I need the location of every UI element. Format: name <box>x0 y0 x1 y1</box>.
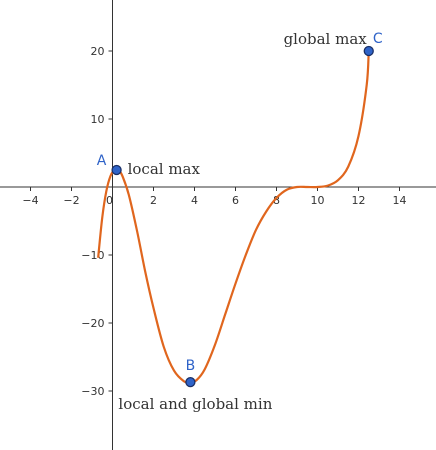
y-tick-label: 20 <box>91 45 105 58</box>
point-marker <box>185 377 196 388</box>
x-tick-label: 4 <box>191 194 198 207</box>
series <box>97 50 370 384</box>
point-marker <box>111 164 122 176</box>
x-tick-label: 0 <box>106 194 113 207</box>
point-marker <box>363 45 374 57</box>
y-tick-label: −20 <box>81 317 104 330</box>
point-label: A <box>97 153 107 169</box>
point-label: B <box>186 358 196 374</box>
x-tick-label: 12 <box>352 194 366 207</box>
x-tick-label: 6 <box>232 194 239 207</box>
point-annotation: global max <box>284 30 368 48</box>
x-tick-label: 2 <box>150 194 157 207</box>
x-tick-label: −2 <box>63 194 79 207</box>
x-tick-label: 14 <box>393 194 407 207</box>
point-label: C <box>373 31 383 47</box>
x-tick-label: −4 <box>22 194 38 207</box>
function-curve <box>97 50 370 384</box>
point-annotation: local and global min <box>118 395 272 413</box>
y-tick-label: −30 <box>81 385 104 398</box>
y-tick-label: 10 <box>91 113 105 126</box>
x-tick-label: 10 <box>311 194 325 207</box>
point-annotation: local max <box>128 160 201 178</box>
y-tick-label: −10 <box>81 249 104 262</box>
x-tick-label: 8 <box>273 194 280 207</box>
